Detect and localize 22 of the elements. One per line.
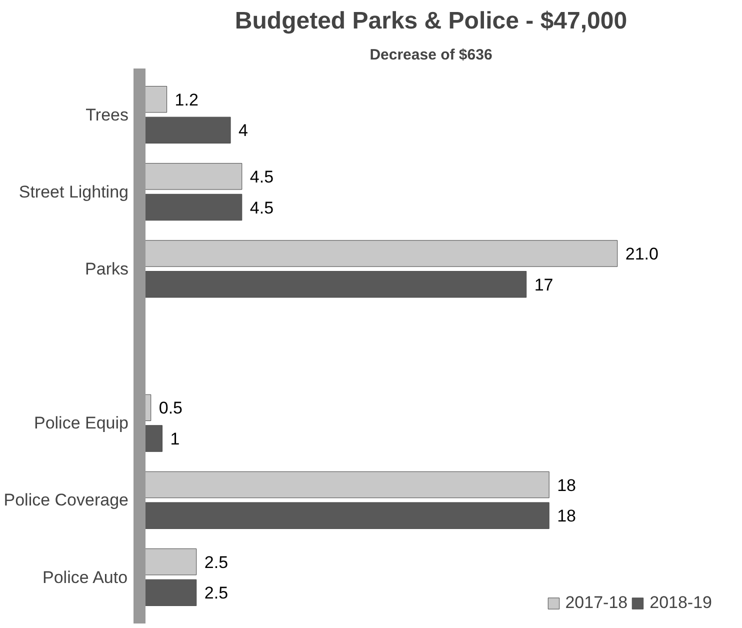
data-label: 21.0 <box>625 244 658 264</box>
chart-title: Budgeted Parks & Police - $47,000 <box>234 8 628 34</box>
data-label: 2.5 <box>204 552 228 572</box>
data-label: 18 <box>557 476 576 495</box>
data-label: 1.2 <box>174 90 198 110</box>
chart-subtitle: Decrease of $636 <box>370 46 492 64</box>
legend-label: 2018-19 <box>650 593 712 613</box>
y-tick-label: Police Auto <box>42 568 128 587</box>
y-tick-label: Police Coverage <box>4 490 129 510</box>
data-label: 4.5 <box>250 167 274 186</box>
data-label: 1 <box>170 430 180 448</box>
y-tick-label: Trees <box>86 105 129 124</box>
legend-label: 2017-18 <box>565 593 628 613</box>
data-label: 0.5 <box>158 398 183 418</box>
y-tick-label: Police Equip <box>34 414 129 433</box>
data-label: 4 <box>238 121 248 140</box>
data-label: 4.5 <box>250 198 274 218</box>
y-tick-label: Parks <box>85 259 129 278</box>
y-tick-label: Street Lighting <box>18 182 129 202</box>
data-label: 18 <box>557 506 576 526</box>
data-label: 17 <box>534 275 554 294</box>
data-label: 2.5 <box>204 584 228 603</box>
